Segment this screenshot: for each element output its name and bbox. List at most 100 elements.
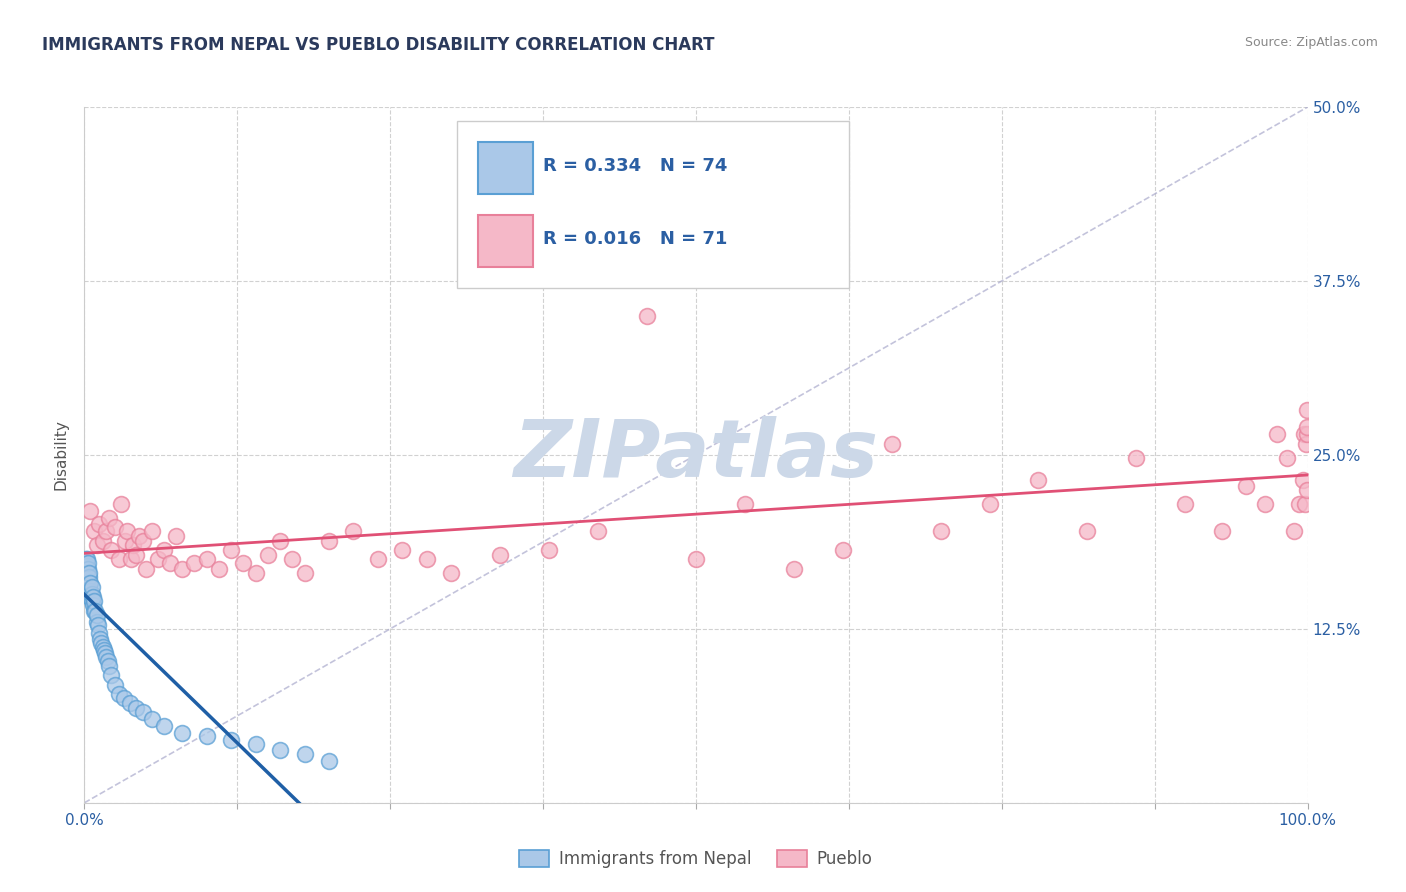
Point (87, 517, 110, 532)
Point (1254, 497, 1277, 511)
FancyBboxPatch shape (457, 121, 849, 288)
Point (1125, 450, 1147, 465)
Point (75, 570, 97, 584)
Point (96, 649, 118, 664)
Legend: Immigrants from Nepal, Pueblo: Immigrants from Nepal, Pueblo (513, 843, 879, 874)
Point (75, 559, 97, 574)
Point (219, 542, 242, 557)
Point (79, 503, 101, 517)
Point (1292, 427, 1315, 442)
Point (120, 552, 142, 566)
Text: ZIPatlas: ZIPatlas (513, 416, 879, 494)
Point (1076, 524, 1098, 539)
Point (80, 580, 103, 594)
Point (135, 562, 157, 576)
Point (77, 576, 100, 591)
Point (75, 552, 97, 566)
Point (77, 580, 100, 594)
Point (75, 562, 97, 576)
Point (1211, 524, 1233, 539)
Point (75, 562, 97, 576)
Point (83, 524, 105, 539)
Point (172, 726, 194, 740)
Point (1296, 403, 1319, 417)
Point (783, 562, 806, 576)
Point (416, 552, 439, 566)
Point (1294, 497, 1316, 511)
Point (77, 566, 100, 581)
Point (1265, 427, 1288, 442)
Point (77, 584, 100, 599)
Point (1275, 450, 1298, 465)
Point (75, 570, 97, 584)
Point (75, 576, 97, 591)
Point (125, 701, 148, 715)
Point (82, 590, 104, 604)
Point (100, 667, 122, 681)
Point (489, 548, 512, 562)
Point (100, 542, 122, 557)
Point (84, 604, 107, 618)
Point (110, 497, 132, 511)
Point (97, 659, 120, 673)
Point (118, 696, 141, 710)
Point (159, 557, 181, 571)
Point (86, 538, 108, 552)
Point (125, 548, 148, 562)
Point (75, 566, 97, 581)
Point (153, 719, 176, 733)
Point (132, 534, 155, 549)
Point (75, 580, 97, 594)
Point (75, 557, 97, 571)
Point (97, 510, 120, 524)
Point (87, 626, 110, 640)
Point (269, 743, 291, 757)
Point (141, 712, 163, 726)
Point (107, 687, 129, 701)
Point (104, 520, 127, 534)
Point (281, 552, 304, 566)
Point (77, 580, 100, 594)
Point (183, 557, 205, 571)
Point (128, 528, 150, 542)
Point (73, 566, 96, 581)
Point (97, 654, 120, 668)
Point (440, 566, 463, 581)
Point (318, 534, 340, 549)
Point (76, 580, 98, 594)
Point (257, 548, 280, 562)
Point (115, 524, 138, 539)
Point (1292, 473, 1315, 487)
Point (80, 594, 103, 608)
Point (245, 566, 267, 581)
Point (1295, 437, 1317, 451)
Point (1282, 524, 1305, 539)
Text: R = 0.334   N = 74: R = 0.334 N = 74 (543, 157, 727, 175)
Point (75, 566, 97, 581)
Point (87, 617, 110, 632)
Point (132, 706, 155, 720)
Point (80, 587, 103, 601)
Point (73, 559, 96, 574)
Point (77, 570, 100, 584)
Point (269, 534, 291, 549)
Point (77, 562, 100, 576)
Point (82, 598, 104, 612)
Point (89, 632, 111, 646)
Point (294, 747, 316, 761)
Point (90, 636, 112, 650)
Point (219, 733, 242, 747)
Text: Source: ZipAtlas.com: Source: ZipAtlas.com (1244, 36, 1378, 49)
Point (86, 607, 108, 622)
Point (685, 552, 707, 566)
Point (586, 524, 609, 539)
Point (79, 576, 101, 591)
Point (91, 534, 114, 549)
Point (122, 538, 145, 552)
Point (107, 552, 129, 566)
Point (76, 559, 98, 574)
Point (79, 584, 101, 599)
Point (96, 524, 118, 539)
Point (76, 573, 98, 587)
Point (294, 566, 316, 581)
